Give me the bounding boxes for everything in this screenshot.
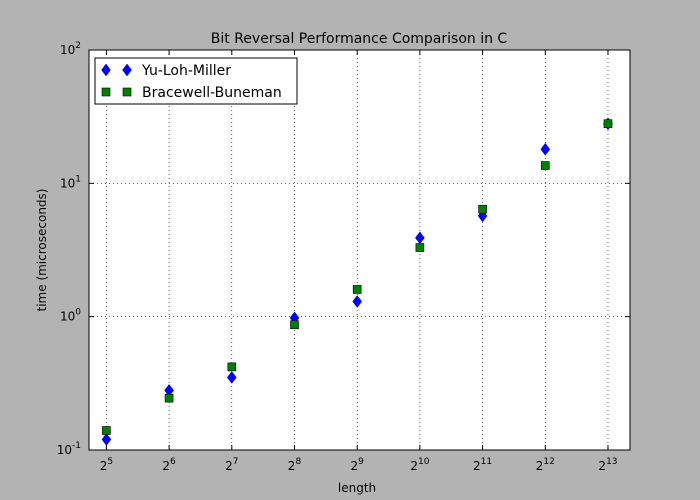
- x-tick-label: 28: [288, 457, 302, 473]
- legend-box: [94, 57, 298, 105]
- y-axis-label: time (microseconds): [35, 189, 49, 312]
- legend-marker: [101, 87, 111, 97]
- y-tick-label: 102: [60, 41, 81, 57]
- series-2: [102, 119, 613, 435]
- x-tick-label: 213: [598, 457, 617, 473]
- data-point: [603, 119, 613, 129]
- legend-marker: [101, 63, 111, 77]
- data-point: [352, 295, 363, 308]
- data-point: [102, 426, 111, 435]
- legend-label: Bracewell-Buneman: [142, 85, 282, 101]
- ticks: [89, 49, 630, 451]
- y-tick-label: 100: [60, 308, 81, 324]
- data-point: [226, 371, 237, 384]
- data-point: [415, 243, 425, 252]
- x-tick-label: 25: [100, 457, 113, 473]
- legend-marker: [122, 63, 132, 77]
- legend-label: Yu-Loh-Miller: [141, 63, 231, 79]
- x-tick-label: 210: [410, 457, 429, 473]
- data-point: [540, 142, 551, 156]
- x-tick-label: 26: [162, 457, 176, 473]
- y-tick-label: 10-1: [57, 441, 81, 457]
- plot-frame: [88, 49, 631, 451]
- y-tick-labels: 10-1 100 101 102: [57, 41, 82, 457]
- legend: Yu-Loh-Miller Bracewell-Buneman: [94, 57, 298, 105]
- legend-marker: [122, 87, 132, 97]
- y-tick-label: 101: [60, 174, 81, 190]
- x-tick-label: 27: [225, 457, 238, 473]
- data-point: [164, 393, 174, 403]
- plot-area: [89, 50, 630, 450]
- data-point: [352, 285, 362, 294]
- x-tick-label: 211: [473, 457, 492, 473]
- x-tick-label: 29: [351, 457, 365, 473]
- x-tick-labels: 25 26 27 28 29 210 211 212 213: [100, 457, 618, 473]
- data-points: [101, 117, 613, 446]
- data-point: [290, 320, 299, 330]
- data-point: [478, 204, 487, 214]
- data-point: [540, 161, 550, 170]
- data-point: [227, 362, 237, 372]
- chart-title: Bit Reversal Performance Comparison in C: [211, 31, 508, 47]
- x-tick-label: 212: [536, 457, 555, 473]
- x-axis-label: length: [338, 481, 376, 495]
